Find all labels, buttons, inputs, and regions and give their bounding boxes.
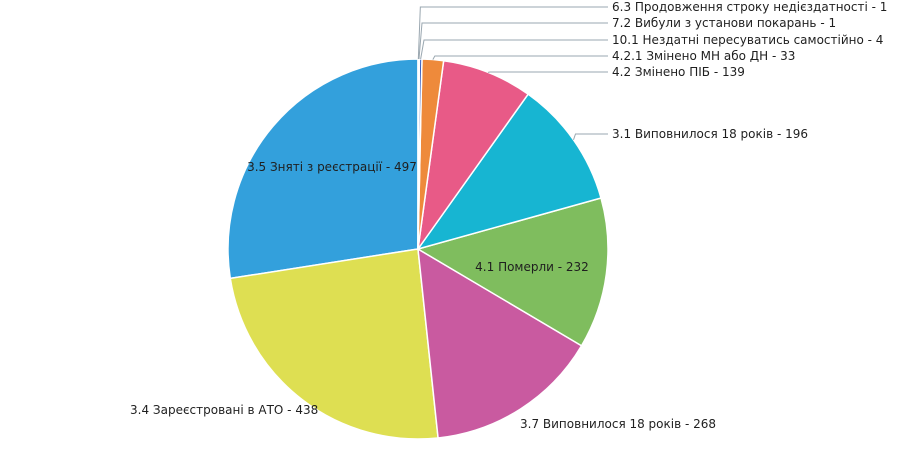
pie-slice-10 — [417, 58, 420, 250]
leader-line-8 — [420, 39, 608, 60]
pie-labels: 3.5 Зняті з реєстрації - 497 3.4 Зареєстр… — [130, 0, 887, 431]
pie-label-10: 6.3 Продовження строку недієздатності - … — [612, 0, 887, 14]
pie-label-5: 3.1 Виповнилося 18 років - 196 — [612, 127, 808, 141]
pie-slice-4 — [416, 197, 609, 347]
pie-slices — [227, 58, 609, 440]
pie-slice-3 — [417, 247, 583, 439]
leader-line-10 — [417, 6, 608, 60]
leader-line-9 — [418, 22, 608, 60]
pie-label-8: 10.1 Нездатні пересуватись самостійно - … — [612, 33, 883, 47]
pie-slice-1 — [227, 58, 419, 280]
pie-label-6: 4.2 Змінено ПІБ - 139 — [612, 65, 745, 79]
pie-label-2: 3.4 Зареєстровані в АТО - 438 — [130, 403, 318, 417]
pie-label-4: 4.1 Померли - 232 — [475, 260, 589, 274]
pie-slice-2 — [229, 248, 439, 440]
pie-label-9: 7.2 Вибули з установи покарань - 1 — [612, 16, 836, 30]
leader-line-7 — [432, 55, 608, 60]
pie-label-3: 3.7 Виповнилося 18 років - 268 — [520, 417, 716, 431]
pie-label-1: 3.5 Зняті з реєстрації - 497 — [247, 160, 417, 174]
pie-label-7: 4.2.1 Змінено МН або ДН - 33 — [612, 49, 795, 63]
leader-line-5 — [573, 133, 608, 140]
